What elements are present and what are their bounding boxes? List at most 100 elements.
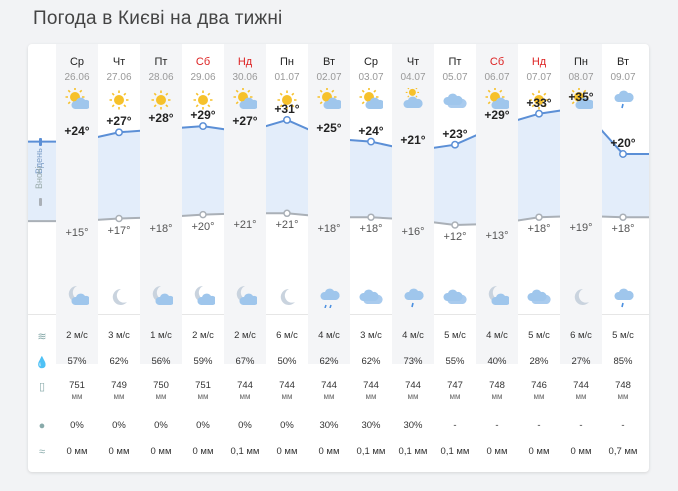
night-temperature-label: +13° — [485, 229, 509, 242]
day-temperature-label: +29° — [190, 108, 216, 123]
cloud-sun-icon — [392, 85, 434, 112]
pressure-value: 747 мм — [434, 380, 476, 402]
sun-icon — [140, 88, 182, 112]
day-date: 28.06 — [148, 72, 174, 83]
pressure-number: 751 — [195, 380, 211, 391]
pressure-value: 749 мм — [98, 380, 140, 402]
precip-prob-value: 0% — [154, 420, 168, 431]
wind-value: 3 м/с — [360, 330, 382, 341]
pressure-unit: мм — [449, 392, 461, 401]
pressure-unit: мм — [71, 392, 83, 401]
pressure-number: 744 — [405, 380, 421, 391]
precip-value: 0 мм — [528, 446, 550, 457]
precip-value: 0,1 мм — [230, 446, 260, 457]
sun-cloud-icon — [308, 87, 350, 112]
day-name: Вт — [322, 56, 335, 68]
day-temperature-label: +29° — [484, 108, 510, 123]
day-name: Пт — [448, 56, 462, 68]
moon-cloud-icon — [476, 284, 518, 308]
day-temperature-label: +31° — [274, 101, 300, 116]
precip-prob-value: 0% — [238, 420, 252, 431]
night-temperature-label: +18° — [359, 223, 383, 236]
day-date: 02.07 — [316, 72, 342, 83]
night-temperature-point — [115, 214, 123, 223]
night-temperature-label: +18° — [611, 223, 635, 236]
sun-icon — [98, 88, 140, 112]
wind-value: 3 м/с — [108, 330, 130, 341]
day-temperature-point — [367, 137, 375, 146]
day-date: 04.07 — [400, 72, 426, 83]
day-date: 08.07 — [568, 72, 594, 83]
wind-value: 1 м/с — [150, 330, 172, 341]
day-date: 01.07 — [274, 72, 300, 83]
night-temperature-point — [283, 209, 291, 218]
pressure-number: 744 — [573, 380, 589, 391]
wind-value: 5 м/с — [444, 330, 466, 341]
forecast-card: Вдень Вночі Ср 26.06 Чт 27.06 Пт 28.06 Сб 29.06… — [28, 44, 649, 472]
day-name: Нд — [237, 56, 253, 68]
sun-icon — [518, 88, 560, 112]
precip-prob-value: 0% — [196, 420, 210, 431]
pressure-number: 744 — [279, 380, 295, 391]
rain-cloud-icon — [602, 88, 644, 112]
pressure-value: 744 мм — [560, 380, 602, 402]
cloud-rain-icon — [602, 284, 644, 308]
cloud-icon — [518, 284, 560, 308]
pressure-unit: мм — [323, 392, 335, 401]
precip-prob-value: - — [579, 420, 583, 431]
precip-prob-value: 30% — [361, 420, 381, 431]
precip-prob-value: - — [453, 420, 457, 431]
pressure-number: 748 — [615, 380, 631, 391]
precip-value: 0 мм — [192, 446, 214, 457]
cloud-icon — [434, 284, 476, 308]
day-name: Вт — [616, 56, 629, 68]
pressure-value: 744 мм — [224, 380, 266, 402]
precip-value: 0 мм — [66, 446, 88, 457]
wind-icon: ≋ — [37, 331, 47, 343]
day-date: 26.06 — [64, 72, 90, 83]
sun-cloud-icon — [56, 87, 98, 112]
day-temperature-point — [619, 150, 627, 158]
pressure-unit: мм — [617, 392, 629, 401]
day-name: Пн — [280, 56, 294, 68]
night-temperature-label: +19° — [569, 221, 593, 234]
precip-value: 0 мм — [318, 446, 340, 457]
wind-value: 5 м/с — [612, 330, 634, 341]
pressure-unit: мм — [575, 392, 587, 401]
pressure-value: 748 мм — [476, 380, 518, 402]
wind-value: 2 м/с — [192, 330, 214, 341]
pressure-value: 744 мм — [350, 380, 392, 402]
day-date: 27.06 — [106, 72, 132, 83]
pressure-value: 750 мм — [140, 380, 182, 402]
moon-cloud-icon — [56, 284, 98, 308]
precip-value: 0 мм — [150, 446, 172, 457]
day-line-marker — [39, 138, 42, 146]
page-title: Погода в Києві на два тижні — [33, 8, 283, 29]
humidity-value: 73% — [403, 356, 423, 367]
day-temperature-point — [535, 109, 543, 118]
night-side-label: Вночі — [34, 166, 44, 189]
pressure-unit: мм — [491, 392, 503, 401]
moon-cloud-icon — [140, 284, 182, 308]
precip-prob-value: 0% — [280, 420, 294, 431]
precip-value: 0 мм — [108, 446, 130, 457]
pressure-number: 751 — [69, 380, 85, 391]
day-name: Чт — [112, 56, 126, 68]
day-name: Пн — [574, 56, 588, 68]
wind-value: 4 м/с — [402, 330, 424, 341]
night-temperature-label: +18° — [527, 223, 551, 236]
day-name: Пт — [154, 56, 168, 68]
pressure-number: 744 — [321, 380, 337, 391]
pressure-unit: мм — [155, 392, 167, 401]
precip-prob-value: 0% — [70, 420, 84, 431]
pressure-value: 746 мм — [518, 380, 560, 402]
cloud-rain-icon — [392, 284, 434, 308]
moon-cloud-icon — [182, 284, 224, 308]
precip-value: 0 мм — [276, 446, 298, 457]
day-temperature-label: +20° — [610, 136, 636, 150]
precip-value: 0,1 мм — [356, 446, 386, 457]
day-date: 05.07 — [442, 72, 468, 83]
day-date: 06.07 — [484, 72, 510, 83]
pressure-unit: мм — [239, 392, 251, 401]
day-temperature-label: +25° — [316, 120, 342, 135]
